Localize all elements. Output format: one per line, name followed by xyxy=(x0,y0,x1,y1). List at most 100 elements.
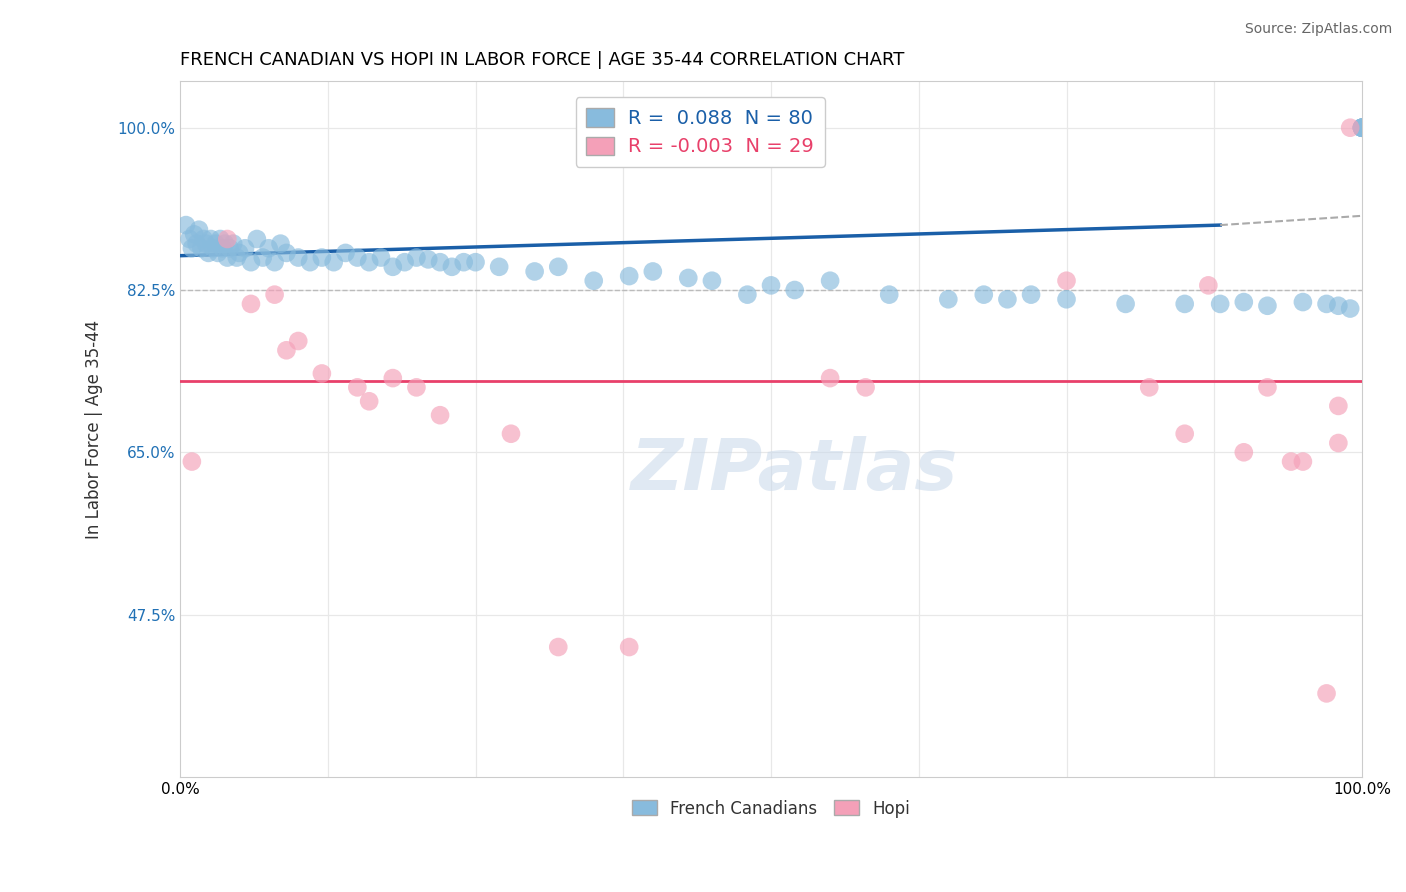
Point xyxy=(394,255,416,269)
Point xyxy=(523,264,546,278)
Point xyxy=(818,371,841,385)
Point xyxy=(252,251,274,265)
Point xyxy=(1292,454,1315,468)
Point xyxy=(499,426,522,441)
Point xyxy=(200,232,222,246)
Point xyxy=(1233,295,1256,310)
Point xyxy=(222,236,245,251)
Point xyxy=(1137,380,1160,394)
Y-axis label: In Labor Force | Age 35-44: In Labor Force | Age 35-44 xyxy=(86,319,103,539)
Text: Source: ZipAtlas.com: Source: ZipAtlas.com xyxy=(1244,22,1392,37)
Point xyxy=(263,287,285,301)
Point xyxy=(1233,445,1256,459)
Point xyxy=(218,241,240,255)
Point xyxy=(370,251,392,265)
Point xyxy=(225,251,247,265)
Point xyxy=(180,454,202,468)
Point xyxy=(405,380,427,394)
Point xyxy=(276,246,298,260)
Point xyxy=(183,227,205,242)
Point xyxy=(1339,120,1361,135)
Point xyxy=(346,380,368,394)
Point xyxy=(440,260,463,274)
Point xyxy=(287,251,309,265)
Point xyxy=(936,293,959,307)
Point xyxy=(1351,120,1374,135)
Point xyxy=(464,255,486,269)
Text: FRENCH CANADIAN VS HOPI IN LABOR FORCE | AGE 35-44 CORRELATION CHART: FRENCH CANADIAN VS HOPI IN LABOR FORCE |… xyxy=(180,51,904,69)
Point xyxy=(246,232,269,246)
Point xyxy=(1279,454,1302,468)
Point xyxy=(547,640,569,654)
Point xyxy=(188,223,211,237)
Point xyxy=(1351,120,1374,135)
Point xyxy=(322,255,344,269)
Point xyxy=(1315,686,1337,700)
Point xyxy=(239,297,262,311)
Point xyxy=(429,408,451,422)
Point xyxy=(197,246,219,260)
Point xyxy=(1315,297,1337,311)
Point xyxy=(418,252,440,267)
Point xyxy=(1327,436,1350,450)
Point xyxy=(179,232,201,246)
Point xyxy=(547,260,569,274)
Point xyxy=(346,251,368,265)
Point xyxy=(1256,380,1278,394)
Point xyxy=(1056,293,1078,307)
Point xyxy=(855,380,877,394)
Point xyxy=(217,232,239,246)
Point xyxy=(1256,299,1278,313)
Point xyxy=(619,269,641,284)
Point xyxy=(311,251,333,265)
Point xyxy=(257,241,280,255)
Point xyxy=(186,236,208,251)
Point xyxy=(1019,287,1042,301)
Point xyxy=(195,236,218,251)
Point xyxy=(1351,120,1374,135)
Point xyxy=(1174,297,1197,311)
Point xyxy=(214,236,236,251)
Point xyxy=(287,334,309,348)
Point xyxy=(1056,274,1078,288)
Point xyxy=(1351,120,1374,135)
Point xyxy=(207,246,229,260)
Point xyxy=(641,264,664,278)
Text: ZIPatlas: ZIPatlas xyxy=(631,436,959,506)
Point xyxy=(1339,301,1361,316)
Point xyxy=(174,218,197,232)
Point xyxy=(190,241,212,255)
Point xyxy=(973,287,995,301)
Point xyxy=(233,241,256,255)
Point xyxy=(217,251,239,265)
Point xyxy=(228,246,250,260)
Point xyxy=(737,287,759,301)
Point xyxy=(263,255,285,269)
Point xyxy=(180,241,202,255)
Point xyxy=(453,255,475,269)
Point xyxy=(359,394,381,409)
Point xyxy=(1351,120,1374,135)
Point xyxy=(1327,299,1350,313)
Point xyxy=(582,274,605,288)
Point xyxy=(299,255,322,269)
Legend: French Canadians, Hopi: French Canadians, Hopi xyxy=(626,793,917,824)
Point xyxy=(1197,278,1219,293)
Point xyxy=(276,343,298,358)
Point xyxy=(1351,120,1374,135)
Point xyxy=(759,278,782,293)
Point xyxy=(204,236,226,251)
Point xyxy=(270,236,292,251)
Point xyxy=(381,260,404,274)
Point xyxy=(335,246,357,260)
Point xyxy=(783,283,806,297)
Point xyxy=(1327,399,1350,413)
Point xyxy=(678,271,700,285)
Point xyxy=(1292,295,1315,310)
Point xyxy=(211,241,233,255)
Point xyxy=(429,255,451,269)
Point xyxy=(209,232,232,246)
Point xyxy=(1115,297,1137,311)
Point xyxy=(997,293,1019,307)
Point xyxy=(818,274,841,288)
